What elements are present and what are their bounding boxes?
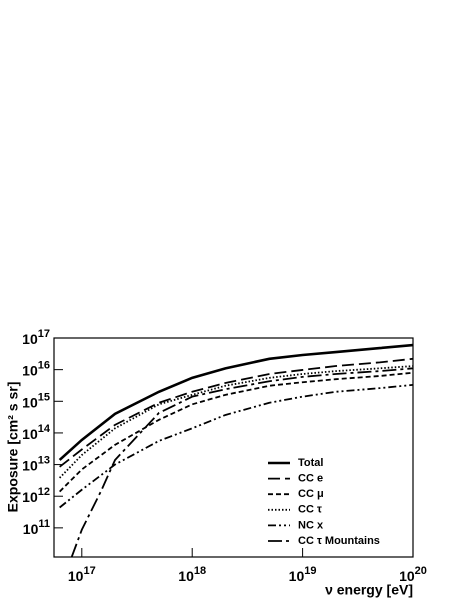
tick-label: 1011 (23, 518, 50, 537)
tick-label: 1018 (178, 565, 206, 584)
tick-label: 1012 (22, 486, 50, 505)
plot-frame (53, 337, 414, 558)
tick-label: 1013 (22, 454, 50, 473)
legend-label: CC τ Mountains (298, 535, 380, 547)
y-axis-label: Exposure [cm² s sr] (5, 382, 21, 513)
legend-label: NC x (298, 519, 324, 531)
series-line (59, 357, 413, 468)
x-axis-label: ν energy [eV] (325, 582, 413, 598)
tick-label: 1017 (68, 565, 96, 584)
legend-label: Total (298, 457, 323, 469)
tick-label: 1017 (22, 328, 50, 347)
series-line (59, 383, 413, 509)
series-line (70, 367, 413, 557)
tick-label: 1016 (22, 360, 50, 379)
series-line (59, 365, 413, 479)
legend-label: CC τ (298, 504, 322, 516)
series-line (58, 343, 413, 461)
legend-label: CC e (298, 473, 323, 485)
tick-label: 1020 (399, 565, 427, 584)
legend-label: CC μ (298, 488, 324, 500)
tick-label: 1014 (22, 423, 51, 442)
tick-label: 1015 (22, 391, 50, 410)
tick-label: 1019 (289, 565, 317, 584)
curves (58, 343, 413, 557)
series-line (59, 371, 413, 493)
